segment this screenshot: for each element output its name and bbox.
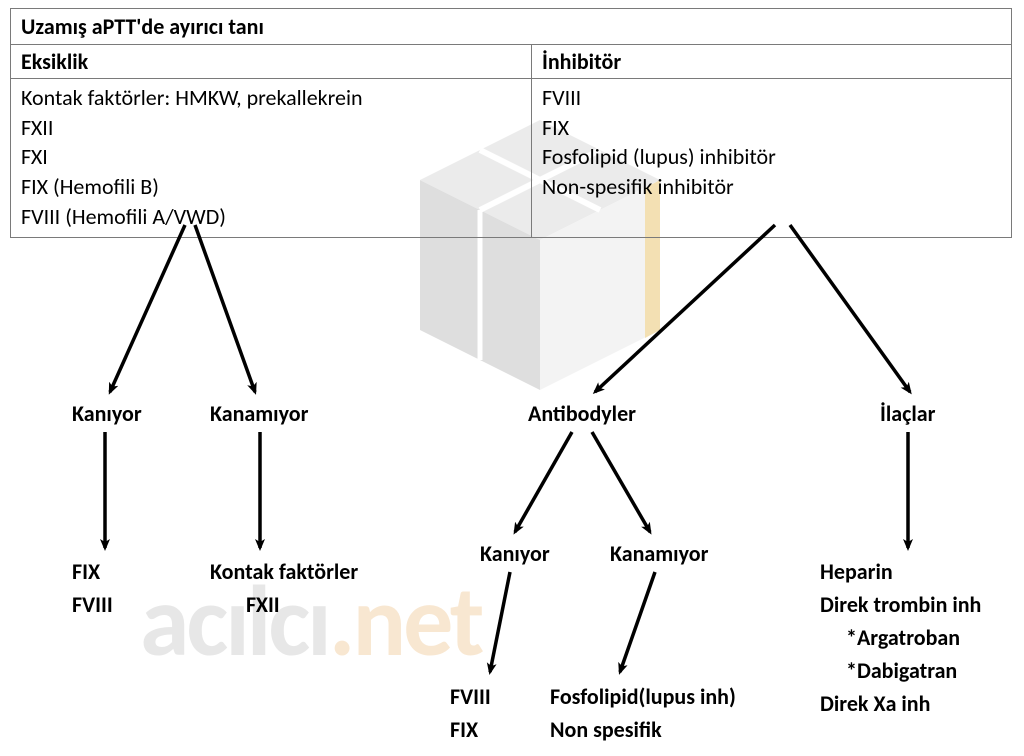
node-bleeding-ab: Kanıyor [480,540,550,567]
list-item: Fosfolipid (lupus) inhibitör [542,142,1001,172]
list-item: FIX (Hemofili B) [21,172,521,202]
table-title: Uzamış aPTT'de ayırıcı tanı [11,9,1011,45]
list-item: FXII [210,591,280,618]
col-header-deficiency: Eksiklik [11,45,532,79]
node-not-bleeding-left: Kanamıyor [210,400,308,427]
leaf-ab-not-bleeding: Fosfolipid(lupus inh) Non spesifik [550,680,736,746]
list-item: FVIII [542,83,1001,113]
list-item: FIX [72,558,100,585]
inhibitor-cell: FVIII FIX Fosfolipid (lupus) inhibitör N… [532,79,1011,237]
node-bleeding-left: Kanıyor [72,400,142,427]
leaf-ab-bleeding: FVIII FIX [450,680,491,746]
leaf-not-bleeding-factors: Kontak faktörler FXII [210,555,358,621]
col-header-inhibitor: İnhibitör [532,45,1011,79]
list-item: Fosfolipid(lupus inh) [550,683,736,710]
list-item: FXI [21,142,521,172]
list-item: Heparin [820,558,893,585]
list-item: Direk trombin inh [820,591,981,618]
list-item: Non spesifik [550,716,662,743]
list-item: Direk Xa inh [820,690,930,717]
list-item: Kontak faktörler: HMKW, prekallekrein [21,83,521,113]
list-item: FVIII [72,591,113,618]
list-item: FVIII [450,683,491,710]
leaf-bleeding-factors: FIX FVIII [72,555,113,621]
list-item: FIX [542,113,1001,143]
node-drugs: İlaçlar [880,400,935,427]
deficiency-cell: Kontak faktörler: HMKW, prekallekrein FX… [11,79,532,237]
list-item: *Argatroban [820,621,981,654]
node-not-bleeding-ab: Kanamıyor [610,540,708,567]
list-item: FIX [450,716,478,743]
diagnosis-table: Uzamış aPTT'de ayırıcı tanı Eksiklik İnh… [10,8,1012,238]
list-item: Kontak faktörler [210,558,358,585]
list-item: *Dabigatran [820,654,981,687]
node-antibodies: Antibodyler [528,400,636,427]
leaf-drugs: Heparin Direk trombin inh *Argatroban *D… [820,555,981,720]
list-item: FXII [21,113,521,143]
list-item: FVIII (Hemofili A/VWD) [21,202,521,232]
list-item: Non-spesifik inhibitör [542,172,1001,202]
